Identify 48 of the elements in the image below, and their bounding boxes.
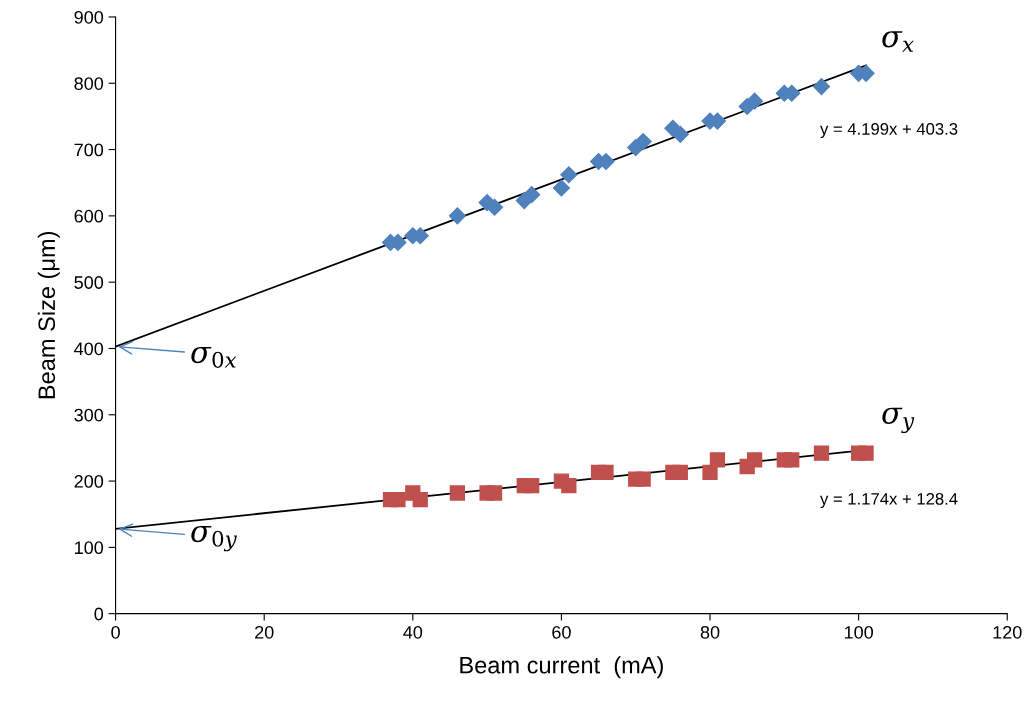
point	[390, 491, 406, 508]
point	[671, 125, 689, 143]
y-tick-label: 200	[74, 475, 104, 488]
x-tick-label: 60	[552, 625, 571, 639]
point	[448, 207, 466, 225]
x-tick-label: 40	[403, 625, 423, 639]
point	[672, 464, 688, 481]
x-tick-label: 120	[993, 625, 1022, 639]
x-tick-label: 20	[255, 625, 274, 639]
annotation: y = 1.174x + 128.4	[820, 492, 958, 509]
point	[412, 491, 428, 508]
point	[523, 186, 541, 204]
y-tick-label: 100	[75, 541, 104, 555]
y-tick-label: 500	[74, 276, 104, 289]
point	[858, 445, 874, 461]
x-tick-label: 100	[844, 625, 873, 639]
point	[812, 78, 831, 96]
point	[813, 445, 830, 461]
annotation: y = 4.199x + 403.3	[820, 123, 958, 139]
y-tick-label: 300	[74, 408, 104, 422]
point	[560, 166, 578, 184]
annotation: σ$_{0x}$	[191, 346, 237, 368]
y-tick-label: 900	[74, 10, 104, 24]
x-axis-title: Beam current (mA)	[460, 656, 663, 679]
point	[524, 478, 540, 494]
y-tick-label: 0	[94, 607, 104, 621]
point	[486, 485, 503, 501]
point	[598, 464, 614, 481]
point	[635, 471, 651, 487]
series-label: σ$_{y}$	[882, 407, 915, 434]
series-label: σ$_{x}$	[882, 31, 914, 52]
x-tick-label: 80	[700, 625, 720, 639]
point	[561, 478, 577, 494]
point	[552, 179, 570, 197]
y-tick-label: 400	[74, 342, 104, 356]
point	[709, 452, 726, 468]
point	[449, 485, 466, 501]
point	[702, 464, 718, 481]
y-axis-title: Beam Size (μm)	[37, 231, 60, 399]
x-tick-label: 0	[111, 625, 120, 639]
y-tick-label: 700	[74, 143, 104, 157]
point	[746, 92, 764, 110]
y-tick-label: 600	[74, 209, 104, 223]
point	[634, 133, 652, 151]
point	[784, 452, 800, 468]
y-tick-label: 800	[74, 77, 104, 90]
point	[746, 452, 763, 468]
annotation: σ$_{0y}$	[191, 525, 237, 552]
